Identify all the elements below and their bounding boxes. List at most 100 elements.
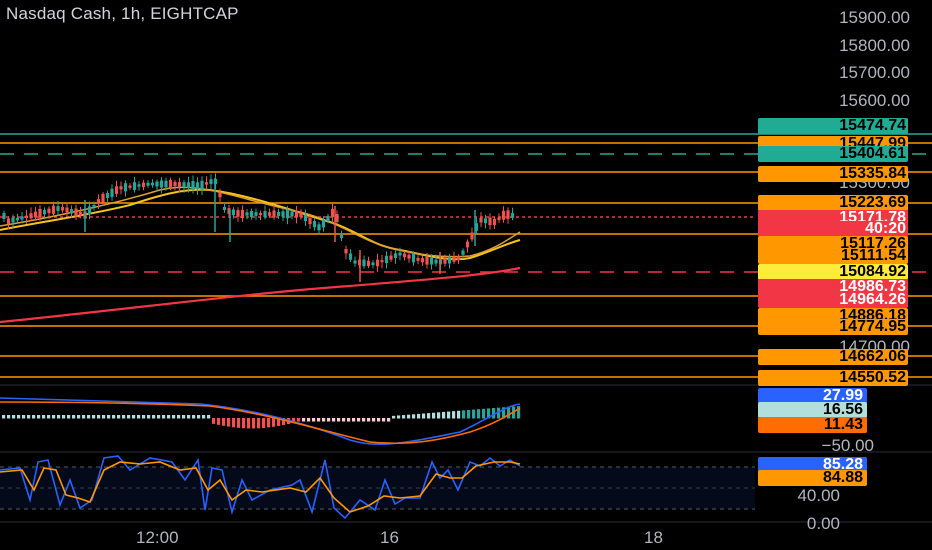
macd-bar xyxy=(187,415,191,419)
candle-body xyxy=(420,258,425,263)
candle-body xyxy=(78,211,83,216)
macd-bar xyxy=(487,408,491,419)
macd-bar xyxy=(417,413,421,419)
candle-body xyxy=(348,253,353,260)
candle-body xyxy=(182,182,186,188)
macd-bar xyxy=(52,415,56,419)
candle-body xyxy=(191,181,195,190)
candle-body xyxy=(110,188,114,197)
price-tag: 14774.95 xyxy=(758,319,908,335)
macd-tag: 27.99 xyxy=(758,388,867,404)
macd-bar xyxy=(422,413,426,419)
candle-body xyxy=(254,212,258,216)
candle-body xyxy=(150,182,155,186)
candle-body xyxy=(245,212,249,216)
candle-body xyxy=(15,217,20,221)
candle-body xyxy=(195,182,200,190)
candle-body xyxy=(60,206,65,211)
candle-body xyxy=(389,255,393,260)
macd-bar xyxy=(377,418,381,422)
candle-body xyxy=(353,260,357,264)
candle-body xyxy=(155,181,159,187)
macd-bar xyxy=(177,415,181,419)
candle-body xyxy=(425,256,429,265)
candle-body xyxy=(146,182,150,186)
candle-body xyxy=(443,258,447,264)
macd-bar xyxy=(507,406,511,419)
candle-body xyxy=(479,217,483,223)
ma-mid-line xyxy=(0,186,521,258)
candle-body xyxy=(105,192,110,199)
macd-bar xyxy=(452,411,456,419)
price-tag: 14662.06 xyxy=(758,349,908,365)
candle-body xyxy=(51,205,56,214)
candle-body xyxy=(371,262,375,266)
macd-bar xyxy=(142,415,146,419)
price-tick: 15900.00 xyxy=(839,8,910,27)
macd-bar xyxy=(37,415,41,419)
candle-body xyxy=(218,192,222,198)
macd-bar xyxy=(282,418,286,426)
candle-body xyxy=(380,260,384,263)
candle-body xyxy=(200,180,204,190)
macd-bar xyxy=(132,415,136,419)
macd-bar xyxy=(57,415,61,419)
candle-body xyxy=(263,211,267,217)
macd-bar xyxy=(382,418,386,422)
ma-fast-line xyxy=(0,188,521,261)
candle-body xyxy=(6,218,11,224)
candle-body xyxy=(101,193,105,203)
candle-body xyxy=(276,212,281,216)
macd-bar xyxy=(77,415,81,419)
signal-line xyxy=(0,401,521,445)
candle-body xyxy=(177,182,182,187)
price-tag: 15223.69 xyxy=(758,195,908,211)
macd-bar xyxy=(112,415,116,419)
candle-body xyxy=(290,211,294,217)
candle-body xyxy=(285,209,290,219)
candle-body xyxy=(384,255,389,264)
stoch-k-line xyxy=(0,455,521,520)
candle-body xyxy=(159,180,164,188)
candle-body xyxy=(128,185,132,188)
macd-bar xyxy=(397,415,401,419)
macd-bar xyxy=(432,412,436,419)
macd-bar xyxy=(472,409,476,419)
macd-bar xyxy=(327,418,331,422)
price-tick: 15800.00 xyxy=(839,36,910,55)
macd-bar xyxy=(217,418,221,425)
macd-bar xyxy=(47,415,51,419)
stoch-tick: 0.00 xyxy=(806,514,840,533)
candle-body xyxy=(114,186,119,194)
macd-bar xyxy=(202,415,206,419)
macd-bar xyxy=(247,418,251,429)
signal-tag: 16.56 xyxy=(758,402,867,418)
candle-body xyxy=(335,213,339,223)
macd-bar xyxy=(402,415,406,419)
macd-bar xyxy=(517,406,521,419)
macd-bar xyxy=(267,418,271,428)
candle-body xyxy=(227,208,231,214)
candle-body xyxy=(402,253,407,258)
macd-bar xyxy=(127,415,131,419)
candle-body xyxy=(173,181,177,187)
macd-bar xyxy=(502,407,506,419)
candle-body xyxy=(141,182,146,188)
price-tag: 15084.92 xyxy=(758,264,908,280)
macd-bar xyxy=(87,415,91,419)
macd-bar xyxy=(172,415,176,419)
macd-bar xyxy=(197,415,201,419)
candle-body xyxy=(281,211,285,217)
price-tag: 15474.74 xyxy=(758,118,908,134)
candle-body xyxy=(434,259,438,264)
macd-bar xyxy=(137,415,141,419)
candle-body xyxy=(96,199,101,204)
candle-body xyxy=(398,252,402,256)
candle-body xyxy=(123,183,128,192)
candle-body xyxy=(164,180,168,188)
macd-bar xyxy=(387,418,391,422)
candle-body xyxy=(506,210,510,219)
symbol-title[interactable]: Nasdaq Cash, 1h, EIGHTCAP xyxy=(6,4,239,23)
